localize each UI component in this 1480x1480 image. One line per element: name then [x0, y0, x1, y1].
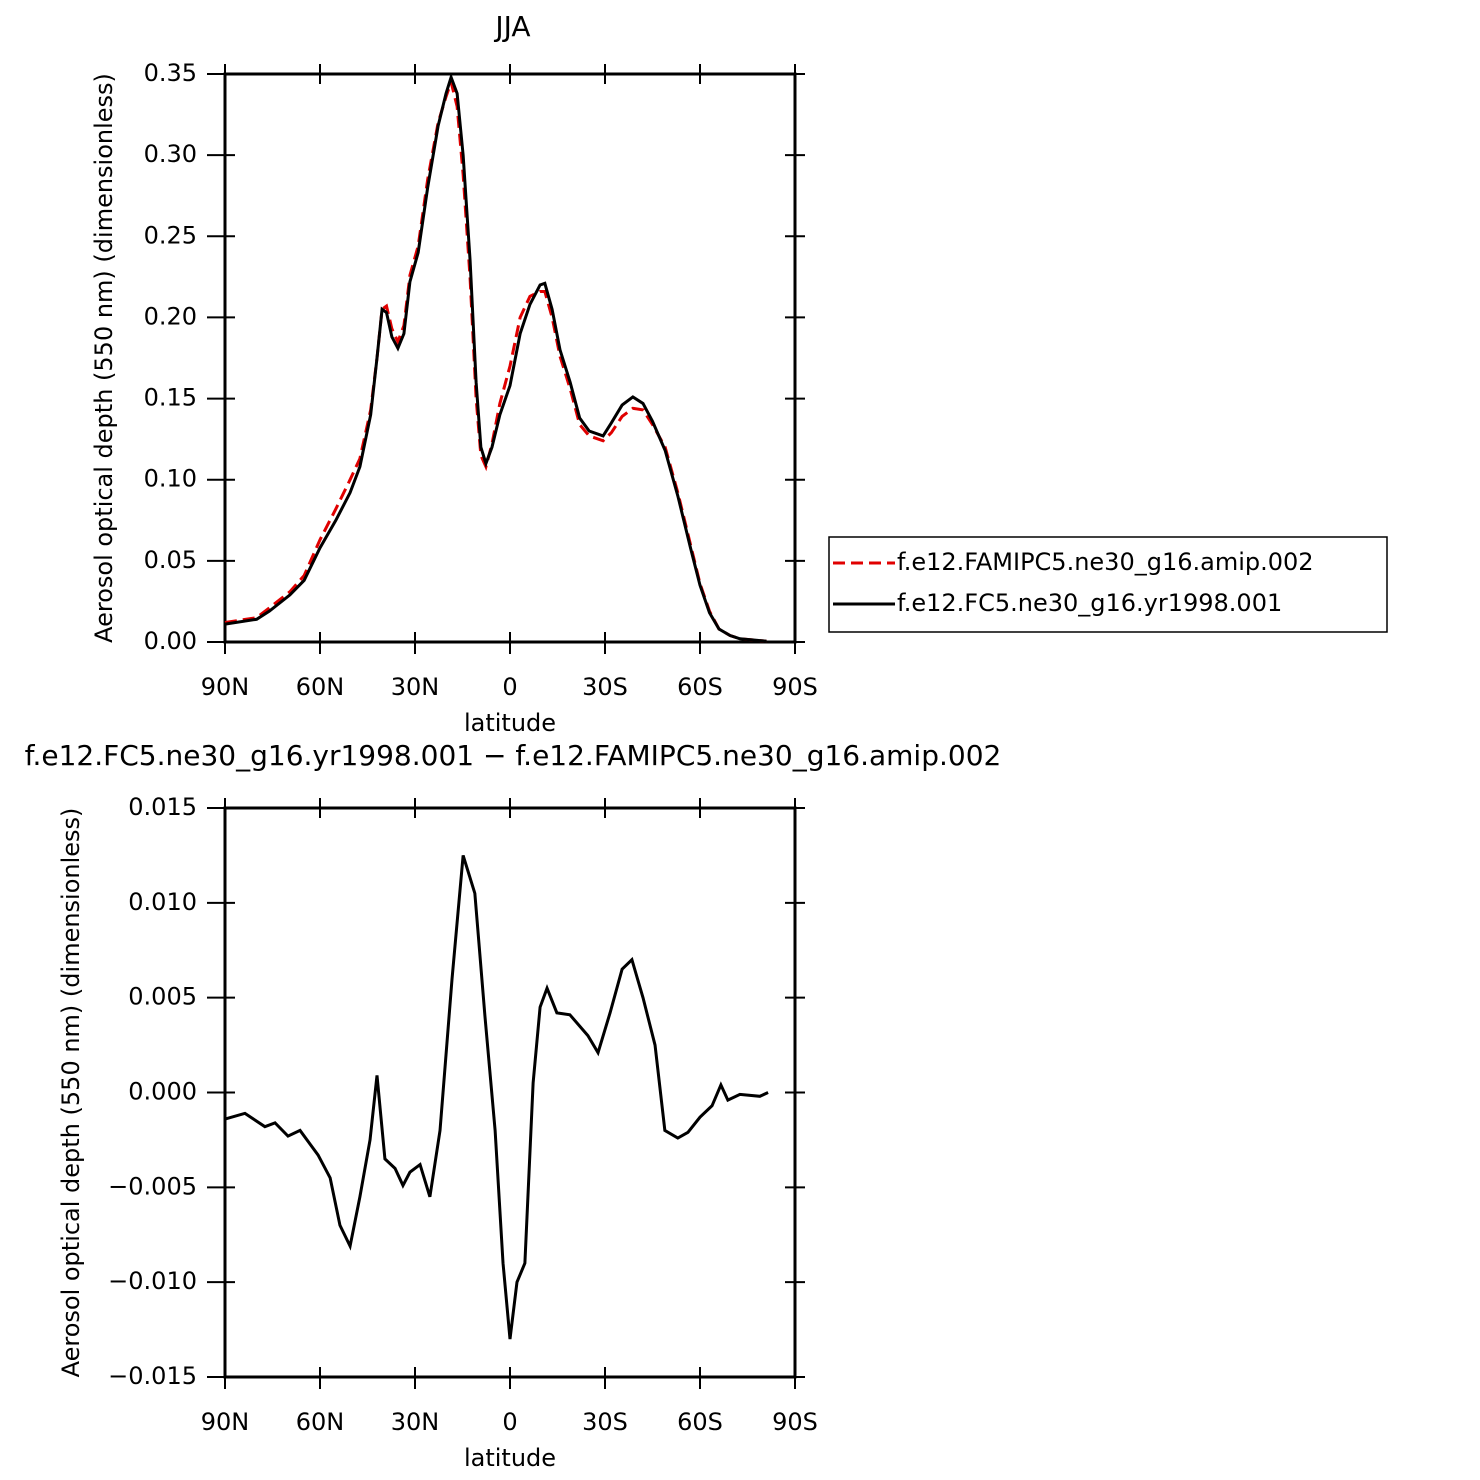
x-tick-label: 30S	[582, 673, 628, 701]
x-tick-label: 90N	[201, 1408, 250, 1436]
x-axis-label: latitude	[464, 1444, 556, 1472]
y-tick-label: 0.10	[144, 465, 197, 493]
x-tick-label: 60S	[677, 1408, 723, 1436]
y-tick-label: 0.20	[144, 302, 197, 330]
x-tick-label: 0	[502, 673, 517, 701]
series-line	[224, 854, 769, 1340]
legend-label: f.e12.FC5.ne30_g16.yr1998.001	[897, 589, 1282, 617]
y-tick-label: −0.015	[108, 1362, 197, 1390]
y-tick-label: 0.000	[128, 1078, 197, 1106]
x-tick-label: 60S	[677, 673, 723, 701]
y-tick-label: 0.35	[144, 59, 197, 87]
series-line	[224, 72, 767, 643]
legend-box	[828, 536, 1388, 633]
x-tick-label: 90N	[201, 673, 250, 701]
y-tick-label: 0.015	[128, 793, 197, 821]
x-tick-label: 60N	[296, 1408, 345, 1436]
y-tick-label: 0.010	[128, 888, 197, 916]
y-tick-label: 0.05	[144, 546, 197, 574]
x-axis-label: latitude	[464, 709, 556, 737]
plot-frame	[223, 72, 797, 644]
y-axis-label: Aerosol optical depth (550 nm) (dimensio…	[90, 73, 118, 643]
x-tick-label: 30N	[391, 673, 440, 701]
x-tick-label: 30S	[582, 1408, 628, 1436]
x-tick-label: 0	[502, 1408, 517, 1436]
x-tick-label: 90S	[772, 673, 818, 701]
series-line	[224, 76, 767, 643]
y-tick-label: 0.005	[128, 983, 197, 1011]
legend-label: f.e12.FAMIPC5.ne30_g16.amip.002	[897, 548, 1314, 576]
y-axis-label: Aerosol optical depth (550 nm) (dimensio…	[57, 808, 85, 1378]
y-tick-label: −0.005	[108, 1172, 197, 1200]
x-tick-label: 60N	[296, 673, 345, 701]
plot-frame	[223, 806, 797, 1379]
chart-title: f.e12.FC5.ne30_g16.yr1998.001 − f.e12.FA…	[25, 739, 1002, 772]
x-tick-label: 30N	[391, 1408, 440, 1436]
y-tick-label: 0.25	[144, 221, 197, 249]
y-tick-label: 0.30	[144, 140, 197, 168]
y-tick-label: −0.010	[108, 1267, 197, 1295]
x-tick-label: 90S	[772, 1408, 818, 1436]
chart-title: JJA	[493, 10, 530, 43]
y-tick-label: 0.15	[144, 384, 197, 412]
y-tick-label: 0.00	[144, 627, 197, 655]
